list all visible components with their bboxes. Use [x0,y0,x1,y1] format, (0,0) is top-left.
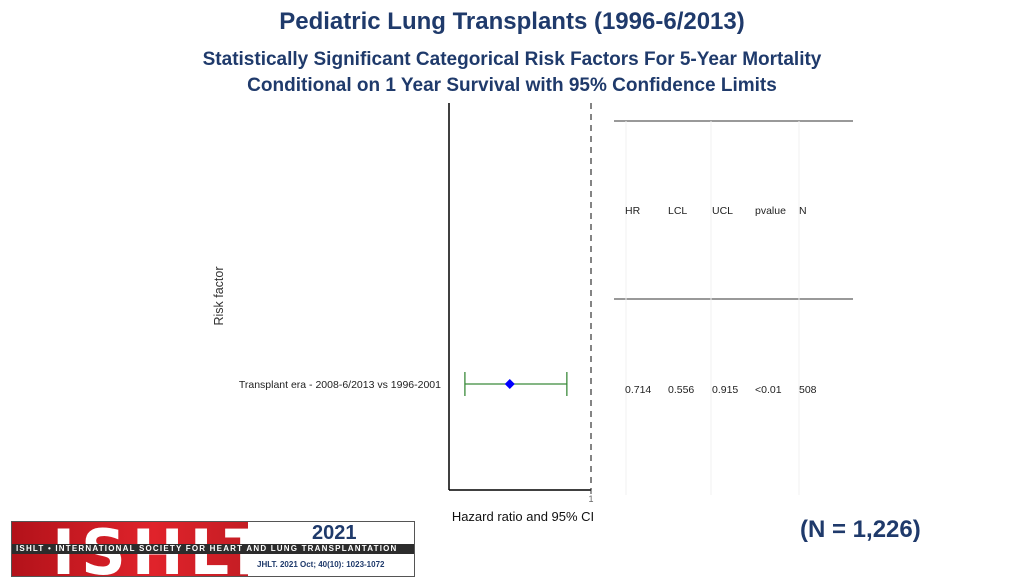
hr-point [504,379,515,389]
subtitle-line-1: Statistically Significant Categorical Ri… [202,49,822,70]
table-cell-n: 508 [799,384,817,396]
ishlt-logo-footer: ISHLT ISHLT • INTERNATIONAL SOCIETY FOR … [11,521,415,577]
logo-year: 2021 [312,522,357,544]
table-cell-pvalue: <0.01 [755,384,782,396]
plot-marks: Transplant era - 2008-6/2013 vs 1996-200… [239,372,568,396]
chart-subtitle: Statistically Significant Categorical Ri… [0,47,1024,99]
sample-size-note: (N = 1,226) [800,516,921,543]
table-header-ucl: UCL [712,205,733,217]
table-header-hr: HR [625,205,641,217]
plot-axes: 1 Hazard ratio and 95% CI Risk factor [212,103,594,524]
logo-band-text: ISHLT • INTERNATIONAL SOCIETY FOR HEART … [12,544,414,554]
y-axis-title: Risk factor [212,266,226,325]
subtitle-line-2: Conditional on 1 Year Survival with 95% … [247,75,777,96]
table-header-lcl: LCL [668,205,687,217]
chart-title: Pediatric Lung Transplants (1996-6/2013) [279,8,745,35]
table-header-n: N [799,205,807,217]
stats-table: HR LCL UCL pvalue N 0.714 0.556 0.915 <0.01 508 [614,120,853,495]
table-cell-hr: 0.714 [625,384,651,396]
table-header-pvalue: pvalue [755,205,786,217]
x-axis-title: Hazard ratio and 95% CI [452,509,594,524]
table-cell-lcl: 0.556 [668,384,694,396]
table-cell-ucl: 0.915 [712,384,738,396]
row-label: Transplant era - 2008-6/2013 vs 1996-200… [239,379,441,391]
journal-reference: JHLT. 2021 Oct; 40(10): 1023-1072 [257,560,385,569]
x-tick-label: 1 [588,494,593,504]
